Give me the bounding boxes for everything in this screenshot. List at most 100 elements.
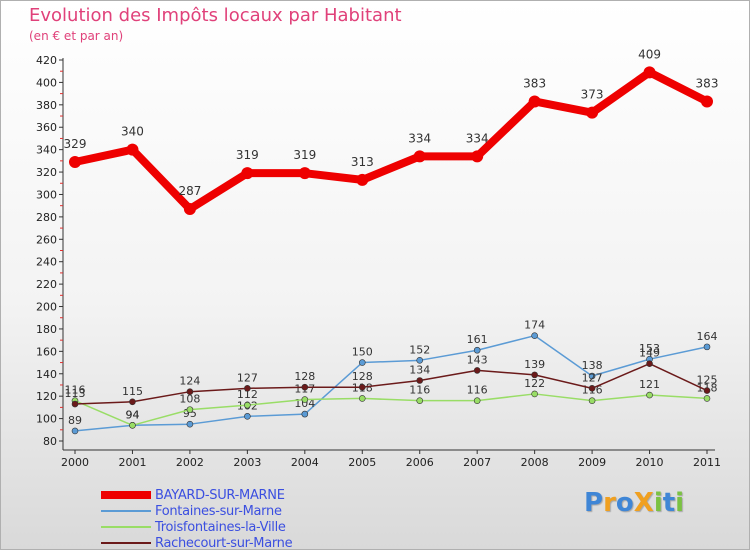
x-tick-label: 2003 [233,456,261,469]
x-tick-label: 2007 [463,456,491,469]
data-label: 122 [524,377,545,390]
data-point [416,397,424,404]
legend-swatch-bayard [101,491,151,499]
series-line-1 [74,334,708,432]
data-point [531,371,538,379]
data-label: 319 [293,148,316,162]
data-point [643,66,656,79]
y-tick-label: 140 [36,368,57,381]
data-point [646,391,653,399]
data-point [244,385,251,392]
y-tick-label: 220 [36,278,57,291]
data-point [701,95,713,108]
data-point [358,383,366,391]
data-point [588,397,596,404]
data-label: 124 [179,375,200,388]
x-tick-label: 2008 [521,456,549,469]
x-tick-label: 2009 [578,456,606,469]
y-tick-label: 240 [36,256,57,269]
legend-swatch-rachecourt [101,542,151,544]
data-label: 409 [638,47,661,61]
legend-label-fontaines: Fontaines-sur-Marne [155,503,282,519]
data-point [358,359,366,366]
chart-subtitle: (en € et par an) [29,29,124,43]
y-tick-label: 100 [36,413,57,426]
data-label: 161 [467,333,488,346]
legend-item-troisfontaines: Troisfontaines-la-Ville [101,519,286,535]
proxiti-logo: ProXiti [584,488,685,518]
data-point [413,150,426,163]
y-tick-label: 260 [36,233,57,246]
data-point [588,372,596,380]
x-tick-label: 2004 [291,456,319,469]
data-point [528,95,541,108]
y-tick-label: 420 [36,54,57,67]
data-label: 94 [125,408,139,421]
y-tick-label: 180 [36,323,57,336]
data-label: 128 [294,370,315,383]
x-tick-label: 2000 [61,456,89,469]
y-tick-label: 160 [36,345,57,358]
data-label: 319 [236,148,259,162]
data-label: 127 [237,371,258,384]
data-label: 383 [523,76,546,90]
data-point [646,360,653,367]
data-point [301,383,309,391]
y-tick-label: 280 [36,211,57,224]
data-point [416,357,424,364]
data-point [531,332,538,339]
data-label: 121 [639,378,660,391]
chart-title: Evolution des Impôts locaux par Habitant [29,5,402,26]
y-tick-label: 120 [36,390,57,403]
data-point [586,106,599,119]
data-label: 139 [524,358,545,371]
x-tick-label: 2011 [693,456,721,469]
legend-label-rachecourt: Rachecourt-sur-Marne [155,535,293,551]
data-label: 108 [179,393,200,406]
data-point [71,400,79,408]
data-label: 125 [697,374,718,387]
series-line-2 [74,393,708,427]
data-label: 116 [467,384,488,397]
x-tick-label: 2010 [636,456,664,469]
data-label: 128 [352,370,373,383]
data-label: 113 [65,387,86,400]
legend-swatch-troisfontaines [101,526,151,528]
data-label: 89 [68,414,82,427]
data-label: 115 [122,385,143,398]
data-point [356,173,369,186]
data-point [473,397,481,404]
y-tick-label: 300 [36,188,57,201]
series-line-3 [74,362,708,405]
data-label: 174 [524,319,545,332]
data-point [129,398,136,406]
data-label: 150 [352,346,373,359]
legend-item-bayard: BAYARD-SUR-MARNE [101,487,285,503]
data-label: 329 [64,137,87,151]
legend-item-fontaines: Fontaines-sur-Marne [101,503,282,519]
x-tick-label: 2005 [348,456,376,469]
data-point [129,422,136,429]
data-point [416,377,424,384]
x-tick-label: 2006 [406,456,434,469]
data-point [183,203,196,216]
series-line-0 [71,68,711,214]
data-point [703,343,711,351]
data-label: 152 [409,343,430,356]
data-point [473,367,481,374]
y-tick-label: 200 [36,301,57,314]
data-point [126,143,139,156]
legend-label-bayard: BAYARD-SUR-MARNE [155,487,285,503]
x-tick-label: 2002 [176,456,204,469]
data-point [298,167,311,180]
data-point [69,155,81,168]
legend-item-rachecourt: Rachecourt-sur-Marne [101,535,293,551]
y-tick-label: 380 [36,99,57,112]
y-tick-label: 340 [36,144,57,157]
data-label: 127 [582,371,603,384]
data-point [588,385,596,392]
data-point [703,387,711,394]
data-point [473,346,481,354]
